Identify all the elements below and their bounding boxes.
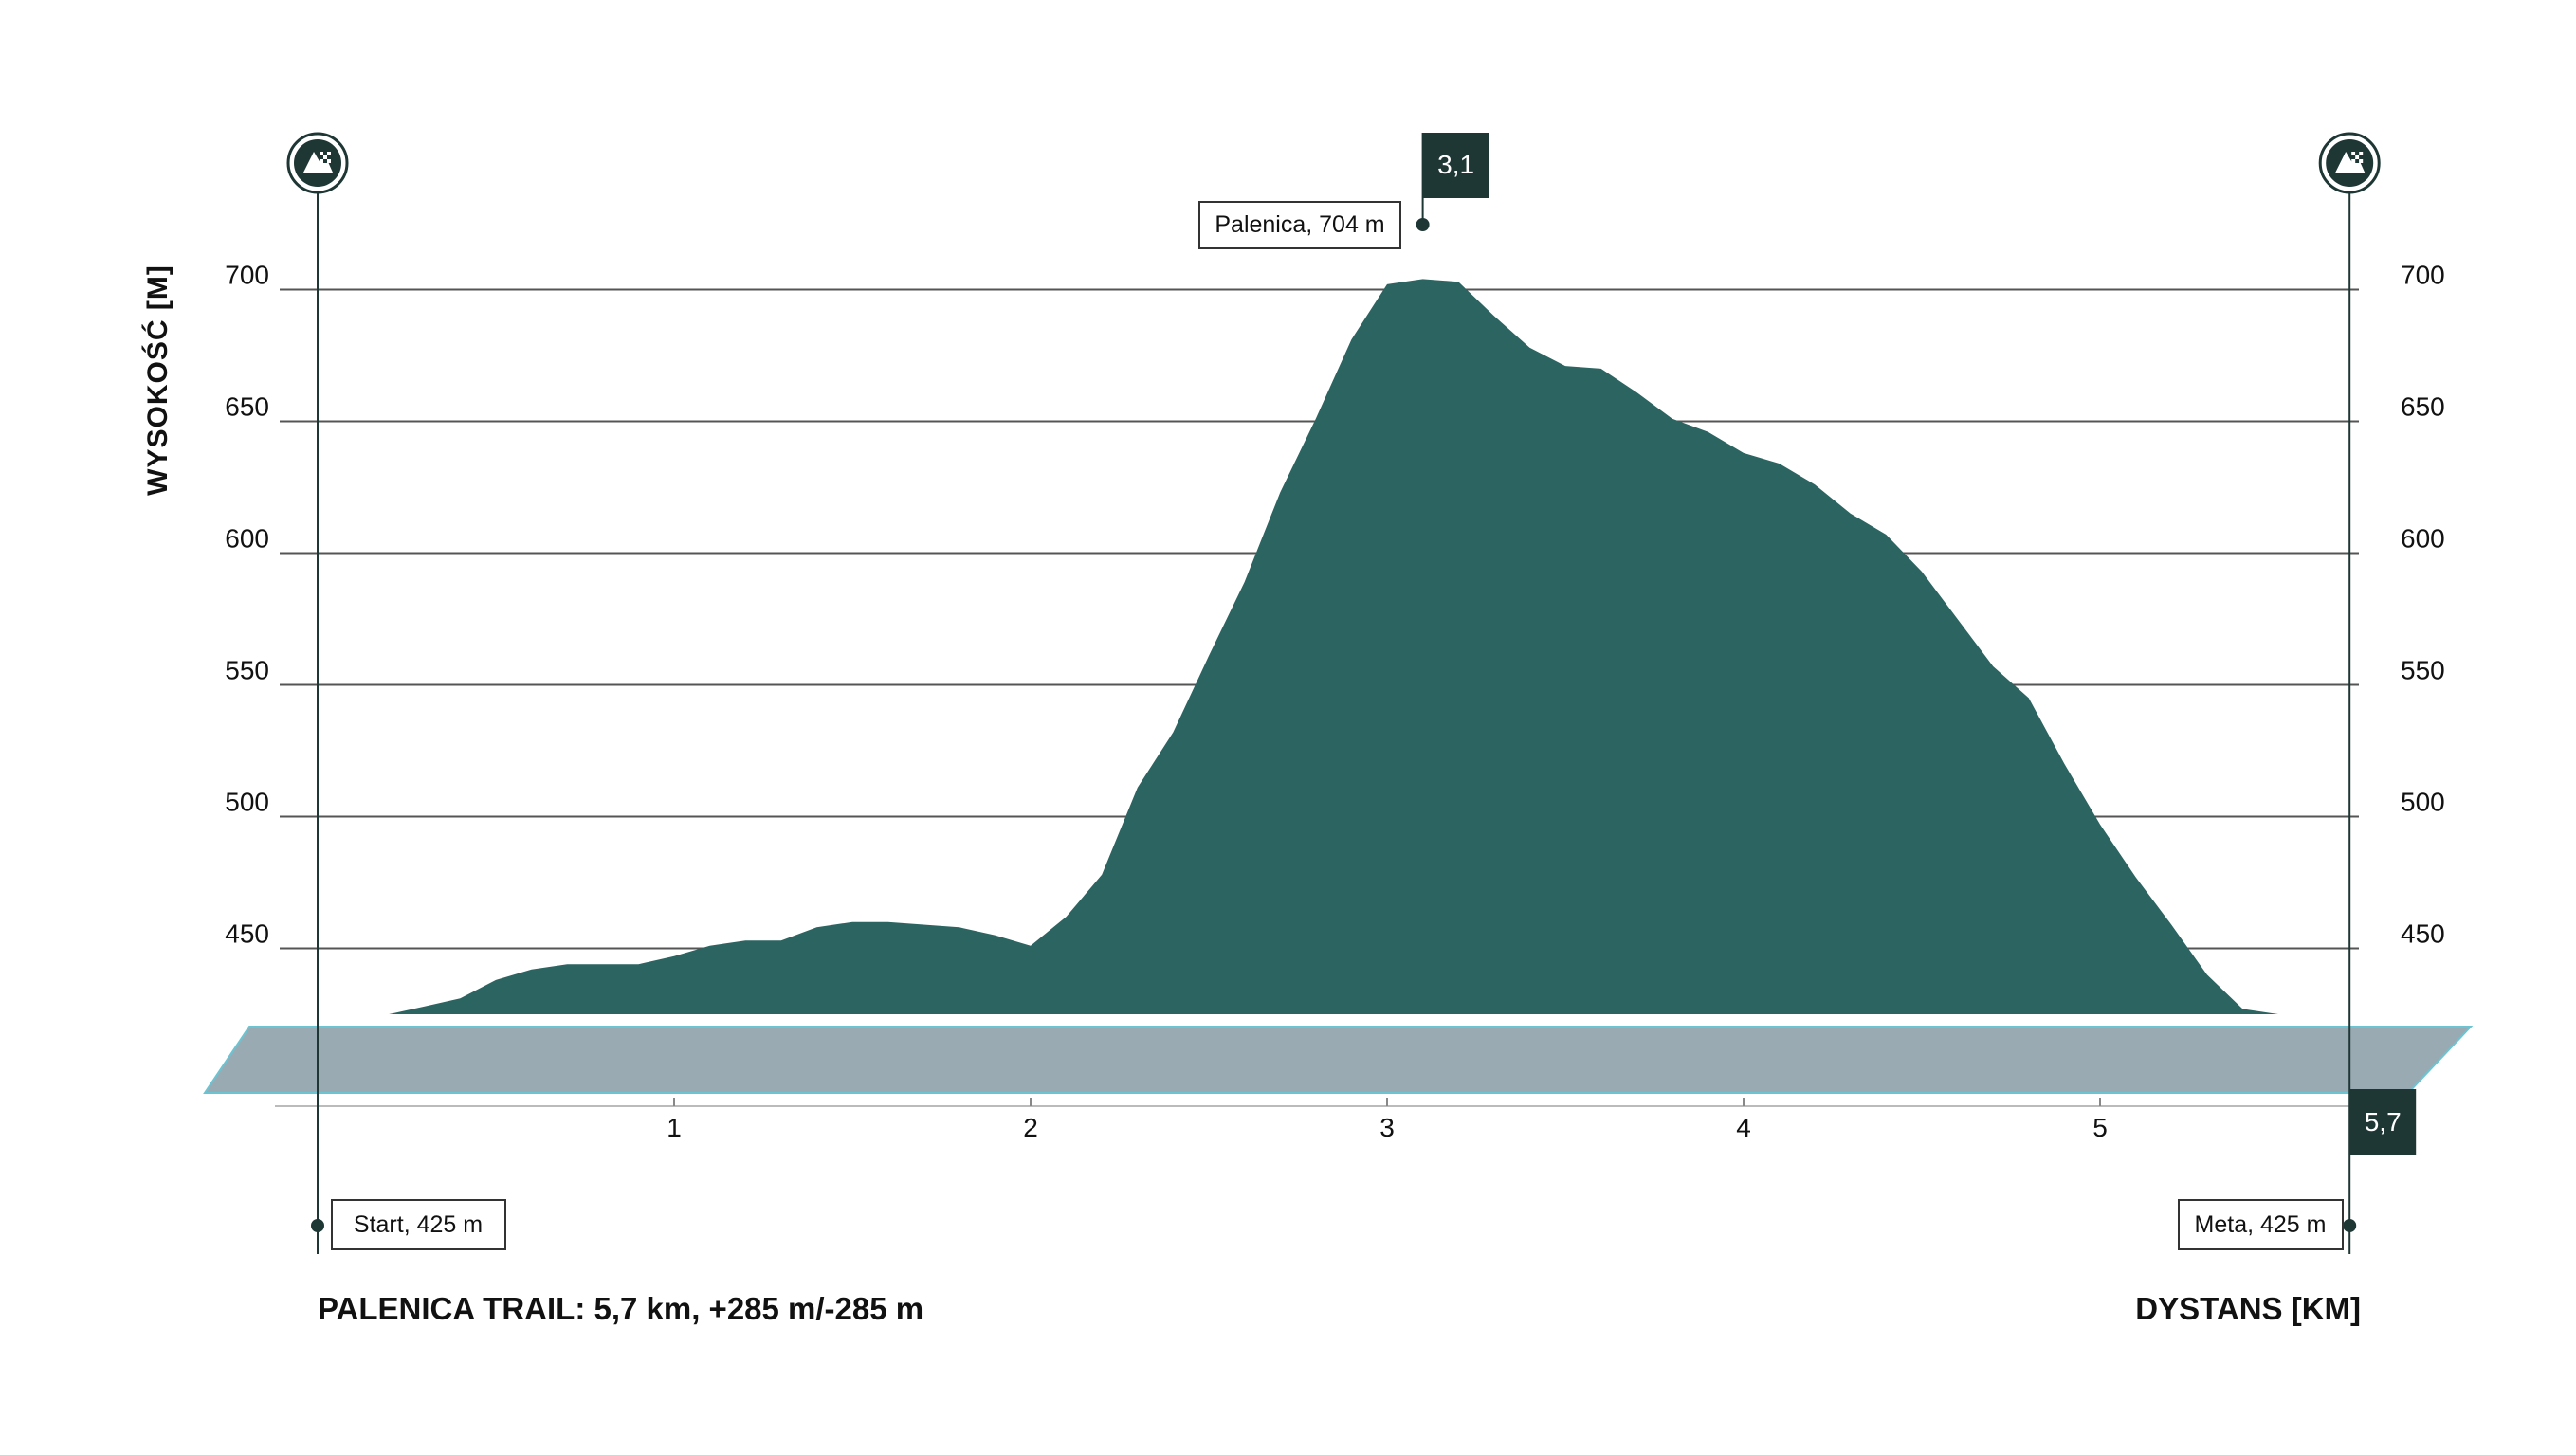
- chart-title: PALENICA TRAIL: 5,7 km, +285 m/-285 m: [318, 1291, 924, 1326]
- x-tick-label: 2: [1023, 1113, 1038, 1142]
- finish-flag-icon: [2318, 132, 2381, 194]
- y-tick-label-right: 550: [2401, 656, 2445, 685]
- summit-distance-text: 3,1: [1437, 150, 1474, 179]
- finish-callout: Meta, 425 m: [2178, 1199, 2344, 1250]
- y-tick-label-left: 500: [225, 788, 269, 817]
- markers: 3,1 Palenica, 704 m 5,7 Start, 425 m Meta, 4…: [286, 132, 2417, 1254]
- y-tick-label-right: 650: [2401, 392, 2445, 422]
- end-distance-flag: 5,7: [2349, 1089, 2417, 1155]
- y-tick-label-left: 700: [225, 261, 269, 290]
- y-tick-label-left: 600: [225, 524, 269, 554]
- x-tick-label: 4: [1736, 1113, 1751, 1142]
- y-axis-left: 450 500 550 600 650 700: [225, 261, 269, 949]
- start-flag-icon: [286, 132, 349, 194]
- y-axis-right: 450 500 550 600 650 700: [2401, 261, 2445, 949]
- finish-callout-text: Meta, 425 m: [2195, 1211, 2327, 1238]
- elevation-area: [318, 279, 2350, 1014]
- end-distance-text: 5,7: [2365, 1107, 2402, 1137]
- x-axis-label: DYSTANS [KM]: [2135, 1291, 2361, 1326]
- y-axis-label: WYSOKOŚĆ [M]: [141, 264, 174, 496]
- start-dot: [311, 1219, 324, 1232]
- x-tick-label: 3: [1379, 1113, 1395, 1142]
- y-tick-label-right: 600: [2401, 524, 2445, 554]
- finish-dot: [2343, 1219, 2357, 1232]
- start-callout: Start, 425 m: [331, 1199, 506, 1250]
- start-callout-text: Start, 425 m: [354, 1211, 483, 1238]
- summit-callout: Palenica, 704 m: [1198, 201, 1401, 249]
- x-axis: 1 2 3 4 5: [667, 1098, 2108, 1142]
- y-tick-label-right: 500: [2401, 788, 2445, 817]
- y-tick-label-left: 450: [225, 919, 269, 949]
- summit-distance-flag: 3,1: [1422, 133, 1489, 198]
- ground-band: [203, 1026, 2474, 1094]
- y-tick-label-right: 700: [2401, 261, 2445, 290]
- summit-dot: [1416, 218, 1430, 231]
- y-tick-label-left: 650: [225, 392, 269, 422]
- x-tick-label: 1: [667, 1113, 682, 1142]
- y-tick-label-right: 450: [2401, 919, 2445, 949]
- x-tick-label: 5: [2092, 1113, 2108, 1142]
- y-tick-label-left: 550: [225, 656, 269, 685]
- summit-callout-text: Palenica, 704 m: [1215, 211, 1384, 238]
